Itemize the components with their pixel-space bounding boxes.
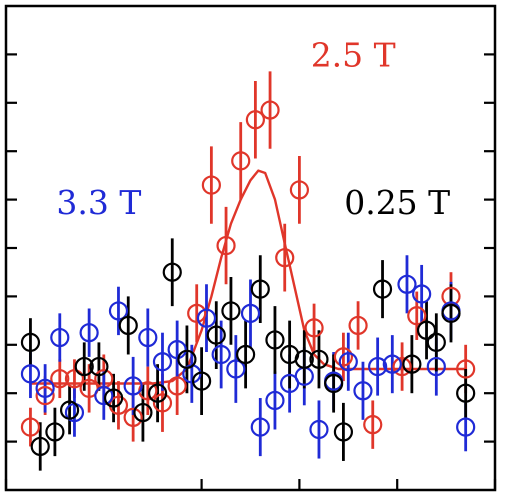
data-point-2-12 [192,371,212,391]
data-point-0-23 [392,356,412,377]
data-point-2-23 [372,279,393,299]
tick-marks [4,53,497,490]
data-point-0-7 [123,407,143,427]
data-point-2-28 [456,383,476,403]
data-point-1-27 [412,284,432,304]
data-point-0-1 [35,386,55,406]
data-point-1-14 [226,359,246,379]
data-point-1-5 [94,386,114,406]
data-point-2-5 [89,356,109,377]
data-point-0-2 [50,369,70,389]
data-point-2-26 [426,332,446,352]
data-point-1-0 [20,364,41,384]
data-point-1-22 [338,352,358,372]
data-point-2-24 [402,354,422,374]
data-point-0-10 [167,376,187,396]
data-point-2-25 [416,320,437,340]
data-point-1-28 [426,356,446,377]
data-point-0-18 [289,180,309,200]
data-point-0-17 [275,248,295,268]
data-point-2-9 [147,383,168,403]
data-point-0-3 [64,369,85,389]
series-label-0: 2.5 T [311,36,396,75]
data-point-0-20 [333,347,354,367]
data-point-1-2 [50,327,70,348]
data-point-0-12 [201,175,221,195]
data-point-0-9 [152,393,173,413]
data-point-1-8 [138,327,158,348]
data-point-1-1 [35,378,55,398]
error-bars [29,71,468,471]
data-point-1-26 [397,274,417,294]
series-label-1: 3.3 T [56,183,141,222]
data-points [20,100,476,457]
data-point-2-21 [324,373,344,394]
data-point-2-4 [74,356,94,377]
data-point-1-25 [382,354,402,374]
plot-frame [4,4,497,492]
data-point-2-10 [162,262,182,282]
data-point-1-16 [250,417,270,437]
data-point-2-7 [118,315,138,336]
data-point-1-10 [167,340,187,360]
data-point-1-12 [196,308,217,328]
data-point-1-23 [353,381,373,401]
data-point-2-14 [221,301,241,321]
data-point-2-20 [309,349,329,369]
data-point-0-11 [187,303,207,323]
data-point-0-14 [231,151,251,171]
data-point-1-9 [152,352,173,372]
data-point-2-2 [45,422,65,442]
data-point-2-0 [20,332,41,352]
data-point-0-19 [304,318,324,338]
data-point-1-24 [368,356,388,377]
data-point-2-13 [206,325,226,345]
data-point-0-16 [260,100,280,120]
data-point-2-3 [59,400,80,420]
data-point-0-13 [216,235,236,256]
data-point-2-11 [177,349,197,369]
data-point-0-24 [407,306,427,326]
data-point-2-8 [133,402,153,423]
data-point-2-1 [30,436,50,457]
data-point-0-22 [363,415,383,435]
data-point-0-26 [456,359,476,379]
data-point-1-6 [108,301,129,321]
data-point-1-17 [265,390,285,411]
data-point-1-4 [79,323,99,343]
data-point-1-20 [309,419,329,440]
data-point-1-15 [240,303,261,323]
data-point-1-13 [211,344,231,365]
data-point-0-0 [20,417,41,437]
data-point-2-17 [265,330,285,350]
data-point-2-19 [294,349,314,369]
data-point-2-22 [333,422,354,442]
data-point-0-15 [245,110,265,130]
series-labels: 2.5 T 3.3 T 0.25 T [56,36,450,223]
data-point-2-27 [441,303,461,323]
data-point-2-6 [103,388,124,408]
data-point-1-30 [456,417,476,437]
axes-frame [4,4,497,492]
data-point-2-16 [250,279,270,299]
series-label-2: 0.25 T [344,183,450,222]
data-point-0-21 [348,315,368,336]
data-point-2-15 [236,344,256,365]
data-point-1-7 [123,376,143,396]
